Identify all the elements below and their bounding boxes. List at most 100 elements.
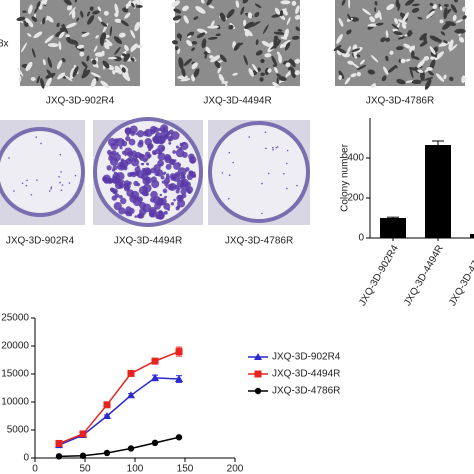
cell [33,31,43,39]
cell [121,67,126,73]
cell [423,77,434,81]
cell [371,83,377,89]
cell [338,70,345,79]
y-axis-label: Colony number [340,143,351,211]
colony [114,138,120,143]
cell [412,56,420,61]
micrograph-label: JXQ-3D-902R4 [46,96,115,107]
colony [163,133,168,139]
cell [18,76,22,83]
cell [248,68,254,77]
cell [24,22,29,27]
cell [76,17,80,22]
colony [157,213,165,220]
colony [112,177,119,184]
cell [393,31,403,36]
cell [109,26,113,37]
cell [243,19,247,27]
colony [35,136,38,138]
cell [443,8,452,16]
cell [260,58,265,64]
colony [163,171,167,175]
colony [150,190,158,199]
dish-label: JXQ-3D-4494R [114,236,182,247]
colony [165,185,168,189]
y-tick-label: 5000 [7,425,30,436]
cell [272,64,277,68]
colony [175,189,180,194]
dish-rim [208,121,310,223]
cell [259,77,264,82]
cell [195,6,206,14]
colony [129,125,138,134]
cell [417,16,423,20]
colony [228,151,231,154]
cell [440,31,446,36]
cell [114,18,122,23]
cell [409,67,414,79]
colony [283,172,285,175]
cell [385,37,391,42]
y-tick-label: 0 [358,233,364,244]
colony [124,153,127,157]
colony [8,157,10,159]
colony [285,162,288,165]
marker [175,375,183,383]
colony [227,197,230,200]
cell [217,65,222,74]
cell [417,59,425,68]
cell [79,51,85,57]
cell [402,12,409,23]
cell [56,22,60,28]
colony [125,136,131,142]
marker [55,439,63,447]
cell [273,35,279,40]
cell [103,10,109,16]
y-tick-label: 10000 [1,397,29,408]
cell [66,22,77,29]
dish-rim [0,127,85,217]
colony [173,162,181,170]
cell [97,16,102,22]
cell [397,19,407,25]
colony [126,133,130,137]
cell [417,69,424,73]
cell [21,42,28,53]
colony [156,169,164,177]
cell [81,61,88,68]
cell [278,76,287,82]
cell [378,10,382,21]
cell [411,7,420,13]
colony [120,158,125,162]
colony [167,183,175,191]
cell [86,55,90,62]
cell [187,35,192,39]
cell [120,20,129,27]
cell [221,81,229,84]
colony [160,124,169,133]
cell [97,6,102,12]
cell [278,54,283,64]
cell [44,35,54,44]
cell [114,68,118,73]
cell [206,0,214,6]
colony [164,195,167,199]
cell [242,0,249,4]
cell [391,23,399,30]
series-line [58,350,180,445]
colony [111,150,117,155]
cell [356,64,367,71]
cell [448,39,454,50]
cell [102,60,110,69]
marker [151,357,159,365]
colony [143,167,152,176]
cell [215,33,221,37]
cell [280,0,291,5]
cell [443,40,448,44]
cell [27,33,32,37]
cell [277,29,283,32]
marker [79,452,87,459]
colony [296,184,298,187]
cell [113,36,123,44]
